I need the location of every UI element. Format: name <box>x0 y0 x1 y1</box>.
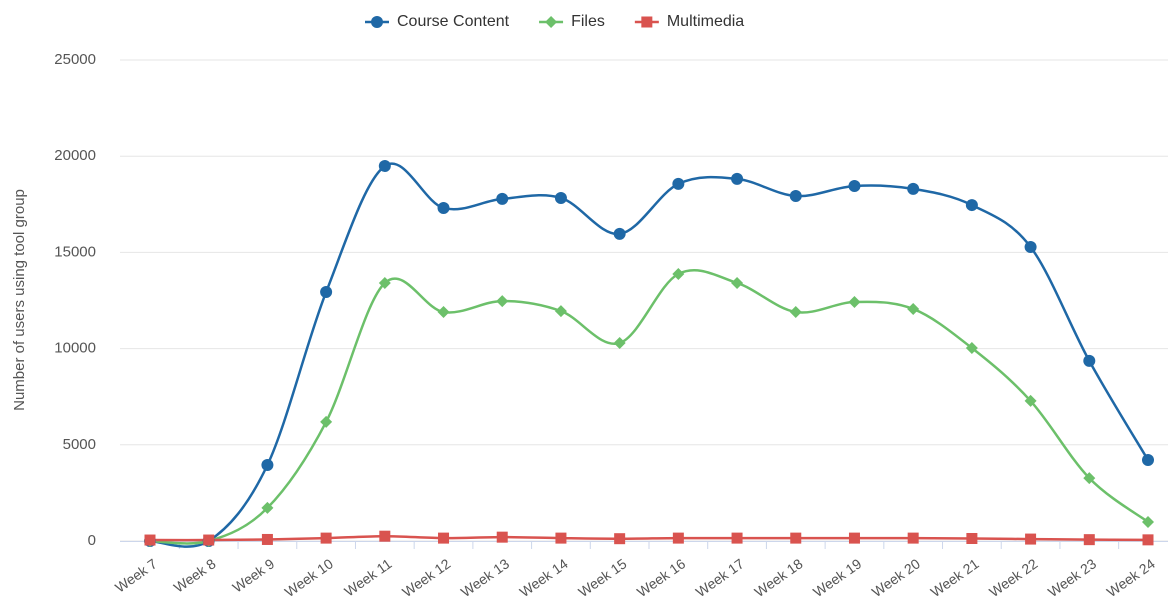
legend-label: Multimedia <box>667 13 744 30</box>
data-point <box>907 182 920 195</box>
data-point <box>261 501 274 514</box>
data-point <box>1025 533 1037 545</box>
y-tick-label: 20000 <box>54 147 96 164</box>
data-point <box>848 296 861 309</box>
y-tick-label: 15000 <box>54 243 96 260</box>
x-tick-label: Week 17 <box>693 555 747 600</box>
x-tick-label: Week 24 <box>1104 555 1158 600</box>
legend-label: Files <box>571 13 605 30</box>
data-point <box>731 532 743 544</box>
data-point <box>613 227 626 240</box>
data-point <box>496 295 509 308</box>
data-point <box>848 532 860 544</box>
data-point <box>672 267 685 280</box>
y-tick-label: 5000 <box>63 436 96 453</box>
x-tick-label: Week 12 <box>399 555 453 600</box>
x-tick-label: Week 21 <box>927 555 981 600</box>
series-line <box>149 269 1149 545</box>
data-point <box>613 337 626 350</box>
data-point <box>496 192 509 205</box>
x-tick-label: Week 13 <box>458 555 512 600</box>
data-point <box>789 306 802 319</box>
series-line <box>149 162 1150 548</box>
data-point <box>203 534 215 546</box>
data-point <box>965 199 978 212</box>
data-point <box>966 532 978 544</box>
x-tick-label: Week 15 <box>575 555 629 600</box>
x-tick-label: Week 7 <box>112 555 160 595</box>
data-point <box>731 276 744 289</box>
data-point <box>672 177 685 190</box>
x-tick-label: Week 16 <box>634 555 688 600</box>
x-tick-label: Week 10 <box>282 555 336 600</box>
y-tick-label: 25000 <box>54 51 96 68</box>
data-point <box>437 306 450 319</box>
data-point <box>378 160 391 173</box>
legend: Course Content Files Multimedia <box>365 13 744 30</box>
data-point <box>379 530 391 542</box>
data-point <box>1083 472 1096 485</box>
data-point <box>496 531 508 543</box>
data-point <box>1142 515 1154 528</box>
data-point <box>261 459 274 472</box>
data-point <box>1024 241 1037 254</box>
data-point <box>320 415 333 428</box>
data-point <box>555 532 567 544</box>
data-point <box>320 286 333 299</box>
data-point <box>1083 534 1095 546</box>
data-point <box>1142 453 1154 466</box>
legend-label: Course Content <box>397 13 510 30</box>
data-point <box>848 180 861 193</box>
data-point <box>378 276 391 289</box>
x-tick-label: Week 8 <box>171 555 219 595</box>
x-tick-label: Week 19 <box>810 555 864 600</box>
data-point <box>320 532 332 544</box>
data-point <box>1083 354 1096 367</box>
data-point <box>907 532 919 544</box>
legend-symbol <box>641 16 653 28</box>
data-point <box>144 534 156 546</box>
x-tick-label: Week 9 <box>229 555 277 595</box>
legend-symbol <box>545 16 558 28</box>
data-point <box>731 172 744 185</box>
data-point <box>1142 534 1154 546</box>
data-point <box>554 191 567 204</box>
data-point <box>672 532 684 544</box>
x-tick-label: Week 23 <box>1045 555 1099 600</box>
x-tick-label: Week 22 <box>986 555 1040 600</box>
y-axis-label: Number of users using tool group <box>11 189 28 411</box>
x-tick-label: Week 20 <box>869 555 923 600</box>
legend-symbol <box>371 16 383 28</box>
y-tick-label: 10000 <box>54 340 96 357</box>
x-tick-label: Week 11 <box>341 555 395 599</box>
data-point <box>437 201 450 214</box>
data-point <box>614 533 626 545</box>
data-point <box>907 302 920 315</box>
data-point <box>438 532 450 544</box>
series-line <box>149 534 1149 542</box>
data-point <box>261 533 273 545</box>
x-tick-label: Week 18 <box>751 555 805 600</box>
y-tick-label: 0 <box>88 532 96 549</box>
data-point <box>554 305 567 318</box>
data-point <box>965 342 978 355</box>
data-point <box>789 190 802 203</box>
data-point <box>790 532 802 544</box>
x-tick-label: Week 14 <box>517 555 571 600</box>
data-point <box>1024 394 1037 407</box>
